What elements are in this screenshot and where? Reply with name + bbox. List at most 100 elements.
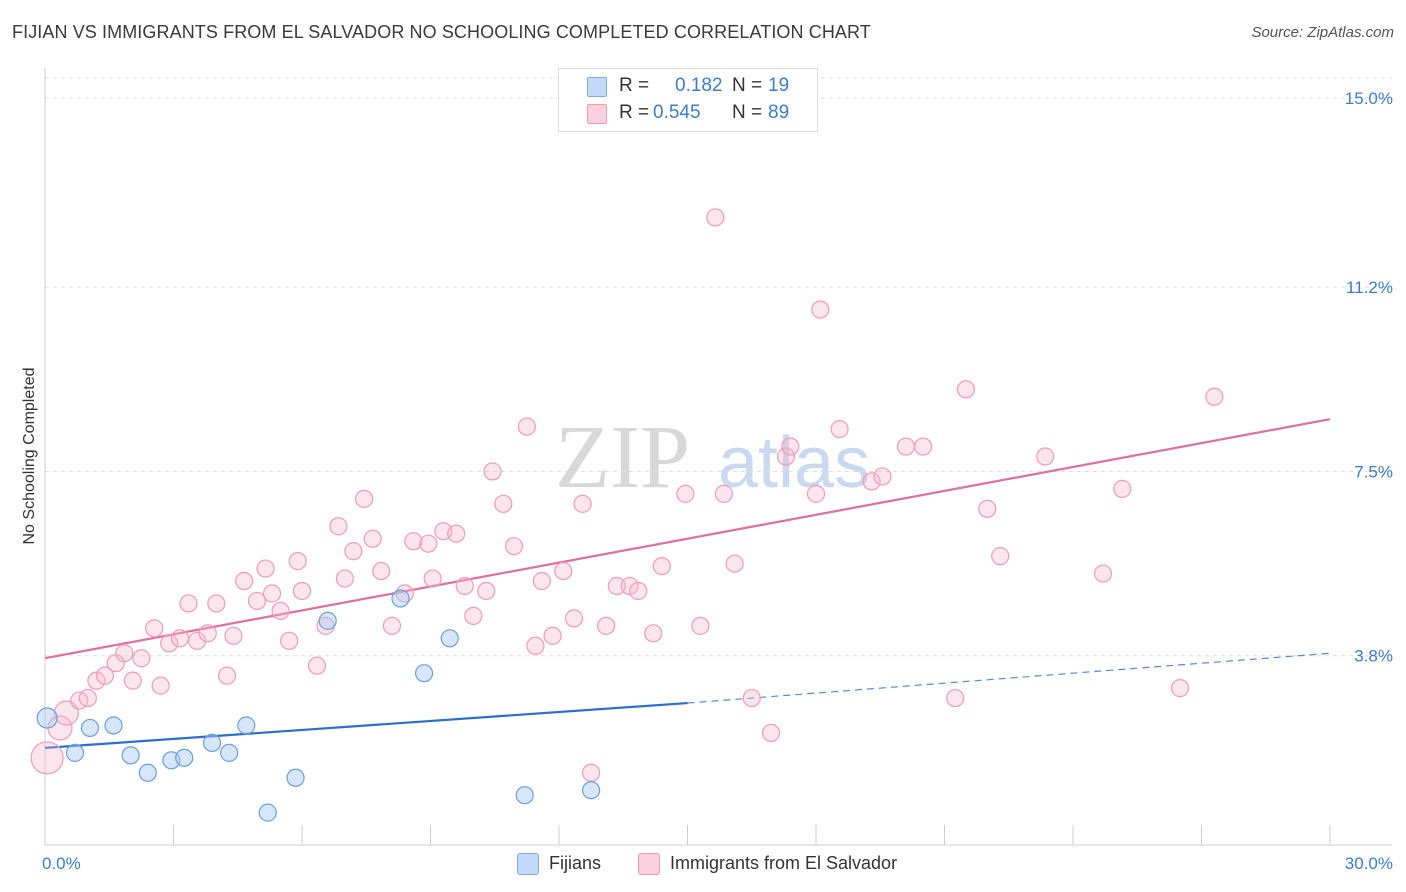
salvador-point-79: [913, 437, 933, 456]
salvador-point-58: [597, 616, 616, 635]
fijian-point-16: [440, 629, 459, 648]
legend-n-value-salvador: 89: [768, 102, 790, 123]
chart-title: FIJIAN VS IMMIGRANTS FROM EL SALVADOR NO…: [12, 22, 871, 42]
salvador-point-81: [956, 380, 976, 399]
salvador-point-39: [404, 532, 423, 551]
salvador-point-20: [224, 626, 243, 645]
salvador-point-84: [1036, 447, 1055, 466]
fijian-point-9: [220, 743, 239, 762]
stats-legend: R = 0.182 N = 19 R = 0.545 N = 89: [558, 68, 818, 132]
fijian-point-12: [286, 768, 305, 787]
salvador-point-15: [179, 594, 198, 613]
fijian-point-7: [175, 748, 194, 767]
fijian-point-15: [414, 664, 434, 683]
salvador-trend-line: [44, 418, 1331, 660]
fijian-point-13: [318, 611, 337, 630]
salvador-point-41: [423, 569, 442, 588]
legend-n-value-fijians: 19: [768, 75, 790, 96]
salvador-point-57: [582, 763, 601, 782]
fijian-point-1: [65, 743, 85, 762]
salvador-point-87: [1170, 679, 1190, 698]
axes: [44, 68, 1392, 846]
fijian-point-17: [515, 786, 534, 805]
y-tick-label-3: 15.0%: [1345, 89, 1393, 108]
salvador-point-12: [151, 676, 170, 695]
salvador-point-85: [1093, 564, 1113, 583]
watermark-atlas: atlas: [718, 423, 870, 503]
fijian-point-11: [258, 803, 277, 822]
salvador-point-69: [742, 688, 761, 708]
salvador-point-18: [207, 594, 226, 613]
salvador-point-24: [262, 584, 282, 603]
salvador-swatch: [638, 853, 660, 875]
fijians-trend-line: [44, 701, 688, 749]
salvador-point-86: [1113, 479, 1132, 498]
salvador-point-70: [761, 723, 781, 743]
legend-r-label: R =: [619, 102, 650, 123]
axis-labels: 3.8% 7.5% 11.2% 15.0% 0.0% 30.0%: [42, 89, 1393, 873]
salvador-point-48: [494, 494, 513, 513]
salvador-point-78: [896, 437, 916, 456]
salvador-point-59: [607, 576, 626, 596]
legend-r-label: R =: [619, 75, 650, 96]
fijian-point-3: [104, 716, 123, 735]
salvador-point-9: [123, 671, 142, 690]
salvador-points: [30, 208, 1224, 782]
salvador-point-2: [53, 700, 80, 726]
salvador-point-49: [504, 537, 524, 556]
salvador-point-88: [1205, 387, 1224, 406]
salvador-point-40: [419, 534, 438, 553]
salvador-point-68: [725, 554, 744, 573]
salvador-point-5: [87, 671, 106, 690]
fijian-point-14: [391, 589, 410, 608]
salvador-point-64: [676, 484, 695, 503]
legend-n-label: N =: [732, 75, 763, 96]
salvador-point-63: [652, 556, 671, 576]
salvador-point-17: [198, 624, 217, 643]
salvador-point-22: [247, 591, 267, 611]
salvador-point-67: [714, 484, 734, 503]
salvador-point-76: [862, 472, 881, 491]
salvador-point-53: [543, 626, 562, 645]
salvador-point-23: [256, 559, 275, 578]
y-tick-label-0: 3.8%: [1354, 647, 1393, 666]
fijian-point-4: [121, 746, 140, 765]
salvador-point-55: [564, 609, 584, 628]
salvador-point-54: [554, 561, 573, 581]
salvador-point-50: [517, 417, 536, 436]
salvador-point-72: [781, 437, 800, 456]
salvador-point-75: [830, 420, 849, 439]
salvador-point-14: [170, 629, 190, 648]
salvador-point-56: [573, 494, 592, 513]
salvador-point-8: [115, 644, 134, 663]
salvador-point-11: [145, 619, 164, 638]
salvador-point-19: [217, 666, 237, 685]
salvador-point-25: [271, 601, 290, 621]
salvador-point-51: [526, 636, 545, 655]
salvador-point-10: [132, 649, 151, 668]
salvador-point-45: [464, 606, 483, 625]
salvador-point-77: [873, 467, 892, 486]
salvador-point-82: [978, 499, 997, 518]
salvador-point-28: [292, 581, 312, 601]
bottom-legend-salvador-label: Immigrants from El Salvador: [670, 853, 898, 873]
salvador-point-43: [447, 524, 466, 543]
watermark-zip: ZIP: [555, 408, 690, 507]
salvador-point-36: [372, 561, 391, 581]
salvador-point-34: [355, 489, 374, 508]
fijian-point-0: [36, 707, 58, 729]
salvador-point-32: [335, 569, 354, 588]
salvador-point-66: [706, 208, 725, 227]
salvador-point-65: [691, 616, 710, 635]
source-label: Source: ZipAtlas.com: [1251, 24, 1394, 41]
salvador-point-21: [235, 571, 254, 591]
salvador-point-6: [95, 666, 115, 685]
salvador-point-46: [477, 581, 496, 601]
fijian-point-18: [582, 781, 601, 800]
legend-r-value-salvador: 0.545: [653, 102, 701, 123]
salvador-point-35: [363, 529, 382, 548]
salvador-point-73: [806, 484, 826, 503]
trend-lines: [44, 418, 1331, 749]
bottom-legend-fijians-label: Fijians: [549, 853, 602, 873]
